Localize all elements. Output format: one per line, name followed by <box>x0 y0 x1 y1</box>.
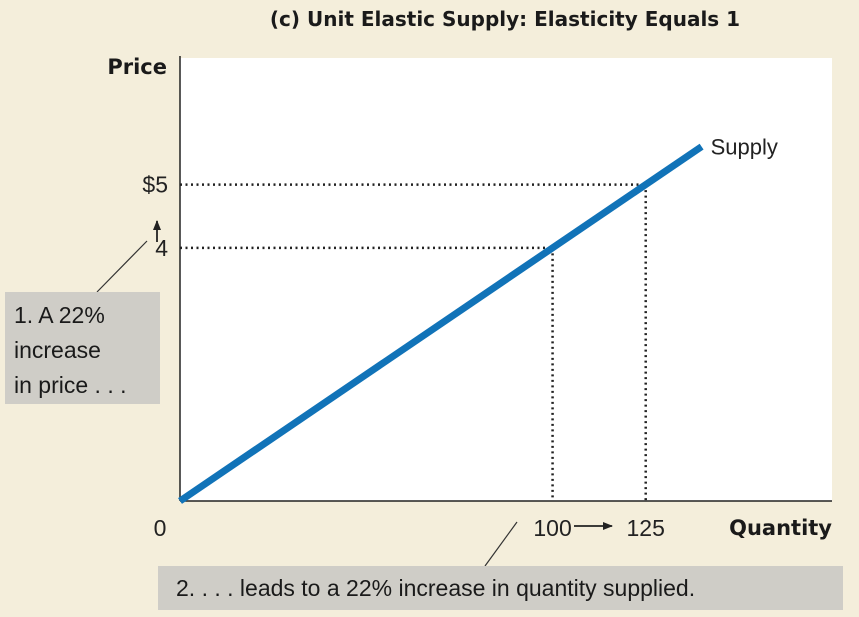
annotation-line: 1. A 22% <box>14 302 105 328</box>
y-tick-label: $5 <box>142 172 168 198</box>
chart-title: (c) Unit Elastic Supply: Elasticity Equa… <box>270 7 740 31</box>
x-tick-label: 125 <box>627 515 665 541</box>
y-tick-label: 4 <box>155 235 168 261</box>
ticks-layer: 100 125 $5 4 <box>142 172 664 541</box>
x-tick-label: 100 <box>533 515 571 541</box>
annotation-line: increase <box>14 337 101 363</box>
annotation-line: in price . . . <box>14 372 127 398</box>
supply-label: Supply <box>711 135 778 160</box>
origin-label: 0 <box>154 515 167 541</box>
dotted-guides <box>180 183 647 501</box>
price-increase-annotation: 1. A 22% increase in price . . . <box>5 292 160 404</box>
price-callout-line <box>96 240 148 293</box>
quantity-increase-annotation: 2. . . . leads to a 22% increase in quan… <box>158 566 843 610</box>
quantity-callout-line <box>484 521 518 567</box>
x-axis-title: Quantity <box>729 516 832 540</box>
y-axis-title: Price <box>107 55 167 79</box>
supply-line <box>178 143 704 504</box>
series-layer: Supply <box>178 135 778 504</box>
